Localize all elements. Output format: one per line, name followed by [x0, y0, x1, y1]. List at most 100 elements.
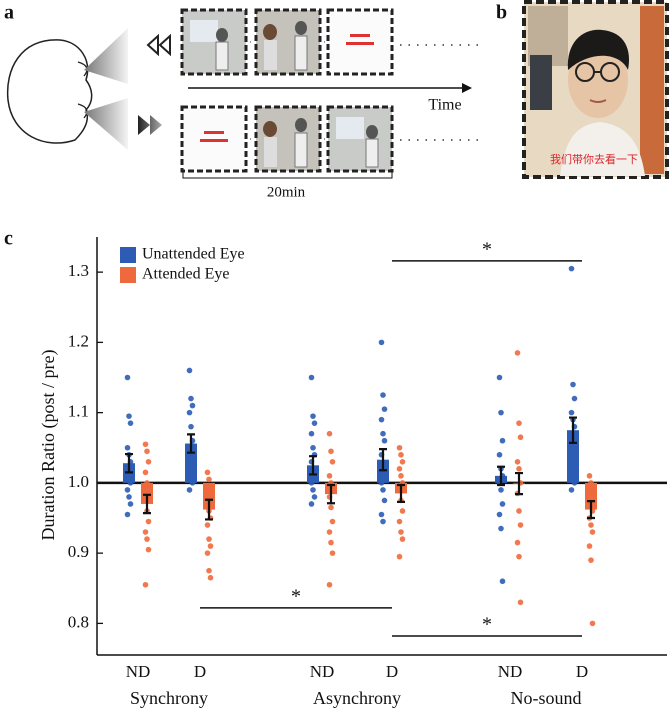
arrow-filled — [138, 115, 162, 135]
x-tick-label: D — [576, 662, 588, 681]
data-point — [189, 480, 196, 486]
data-point — [571, 444, 578, 451]
data-point — [570, 381, 576, 388]
data-point — [308, 501, 315, 507]
data-point — [206, 476, 212, 483]
data-point — [399, 508, 406, 514]
panel-a: a Time 20min — [4, 2, 480, 200]
eyes — [77, 61, 88, 119]
data-point — [398, 451, 404, 458]
data-point — [380, 487, 386, 493]
panel-label: b — [496, 2, 507, 24]
scene-figures — [190, 20, 379, 168]
y-tick-label: 1.0 — [68, 472, 89, 491]
view-cone — [84, 28, 128, 84]
error-bar — [397, 483, 405, 503]
data-point — [142, 441, 149, 448]
data-point — [570, 466, 576, 472]
significance-label: * — [482, 614, 492, 636]
error-bar — [327, 483, 335, 505]
data-point — [188, 395, 194, 402]
time-label: Time — [428, 97, 461, 114]
data-point — [499, 578, 506, 585]
data-point — [145, 459, 152, 465]
data-point — [516, 466, 522, 472]
data-point — [144, 480, 150, 486]
significance-label: * — [482, 238, 492, 260]
significance-label: * — [291, 586, 301, 608]
data-point — [586, 494, 593, 500]
y-tick-label: 1.1 — [68, 402, 89, 421]
data-point — [206, 567, 212, 574]
data-point — [204, 522, 211, 528]
data-point — [380, 518, 386, 525]
arrow-hollow — [146, 33, 171, 57]
data-point — [326, 430, 333, 437]
data-point — [207, 574, 214, 581]
data-point — [399, 459, 406, 465]
data-point — [517, 599, 524, 606]
data-point — [144, 448, 150, 455]
error-bar — [309, 455, 317, 476]
data-point — [127, 480, 134, 486]
bracket — [182, 172, 393, 179]
error-bar — [587, 500, 595, 520]
data-point — [571, 395, 578, 402]
data-point — [378, 339, 385, 346]
data-point — [207, 543, 214, 549]
data-point — [516, 553, 522, 560]
data-point — [517, 522, 524, 528]
data-point — [381, 406, 388, 412]
y-tick-label: 1.3 — [68, 261, 89, 280]
panel-b: b 我们带你去看一下 — [496, 0, 669, 179]
data-point — [496, 451, 503, 458]
data-point — [514, 350, 521, 356]
data-point — [328, 539, 334, 546]
subtitle: 我们带你去看一下 — [550, 152, 638, 166]
data-point — [398, 529, 404, 535]
data-point — [310, 413, 316, 419]
error-bar — [143, 493, 151, 515]
x-tick-label: D — [386, 662, 398, 681]
data-point — [498, 525, 504, 532]
x-tick-label: ND — [310, 662, 335, 681]
y-tick-label: 0.9 — [68, 542, 89, 561]
data-point — [142, 581, 149, 588]
data-point — [188, 423, 194, 430]
data-point — [586, 473, 593, 479]
group-label: Synchrony — [130, 688, 208, 708]
legend-label: Attended Eye — [142, 266, 230, 283]
data-point — [189, 459, 196, 465]
data-point — [568, 265, 575, 272]
data-point — [396, 518, 403, 525]
data-point — [396, 466, 403, 472]
data-point — [326, 529, 333, 535]
data-point — [589, 620, 596, 627]
data-point — [142, 469, 149, 476]
data-point — [568, 409, 575, 416]
data-point — [328, 448, 334, 455]
data-point — [378, 511, 385, 518]
data-point — [310, 487, 316, 493]
data-point — [308, 480, 315, 486]
data-point — [517, 434, 524, 441]
data-point — [588, 522, 594, 528]
x-tick-label: ND — [498, 662, 523, 681]
data-point — [124, 487, 131, 493]
data-point — [189, 402, 196, 409]
data-point — [516, 508, 522, 514]
data-point — [496, 511, 503, 518]
data-point — [207, 487, 214, 493]
data-point — [206, 536, 212, 542]
data-point — [124, 511, 131, 518]
data-point — [399, 536, 406, 542]
data-point — [186, 487, 193, 493]
panel-label: c — [4, 228, 13, 250]
data-point — [144, 536, 150, 542]
data-point — [380, 392, 386, 398]
data-point — [496, 374, 503, 381]
legend-swatch — [120, 267, 136, 283]
data-point — [126, 473, 132, 479]
data-point — [188, 473, 194, 479]
